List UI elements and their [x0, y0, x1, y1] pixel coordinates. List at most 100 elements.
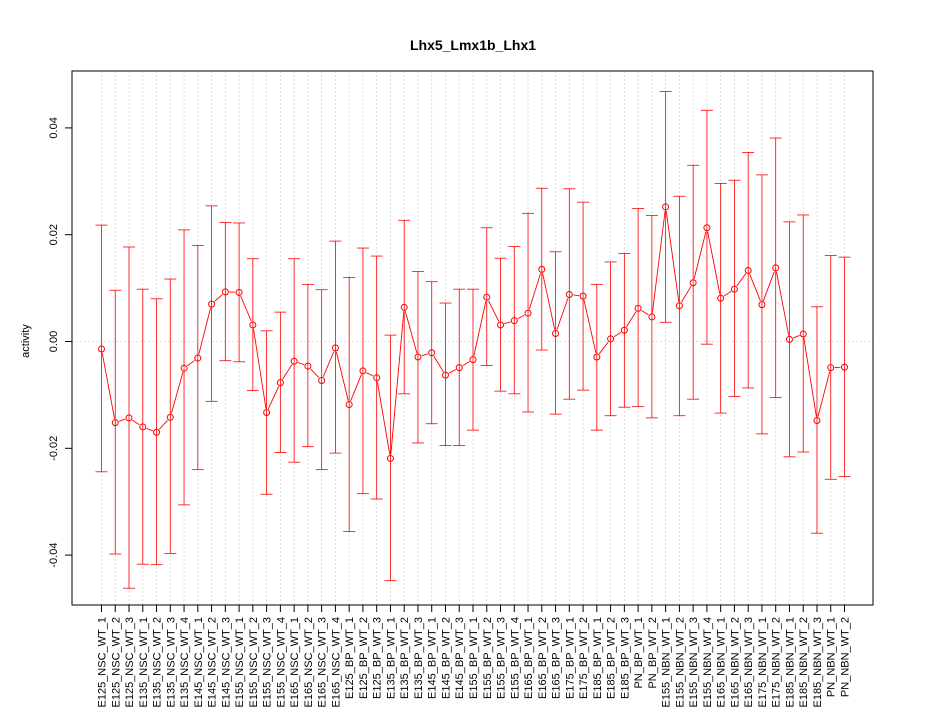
series-segment — [613, 332, 622, 338]
data-point — [249, 321, 257, 329]
data-point — [304, 362, 312, 370]
series-segment — [146, 427, 153, 432]
y-axis-label: activity — [20, 324, 32, 358]
series-segment — [793, 335, 800, 339]
x-tick-label: E135_NSC_WT_4 — [179, 617, 191, 708]
y-tick-label: -0.04 — [48, 543, 60, 568]
error-bar — [191, 244, 204, 471]
series-segment — [641, 310, 649, 316]
series-segment — [707, 231, 721, 295]
data-point — [235, 288, 243, 296]
x-tick-label: E185_NBN_WT_2 — [798, 617, 810, 708]
series-segment — [132, 419, 140, 426]
data-point — [125, 414, 133, 422]
series-segment — [473, 300, 487, 356]
x-tick-label: E165_NBN_WT_2 — [729, 617, 741, 708]
error-bar — [178, 229, 191, 506]
x-tick-label: E185_NBN_WT_1 — [784, 617, 796, 708]
series-segment — [528, 273, 542, 310]
x-tick-label: E125_BP_WT_1 — [344, 617, 356, 699]
x-tick-label: E135_BP_WT_1 — [385, 617, 397, 699]
data-point — [373, 374, 381, 382]
series-segment — [598, 341, 609, 355]
x-tick-label: E125_NSC_WT_3 — [124, 617, 136, 708]
series-segment — [556, 298, 569, 330]
data-point — [180, 364, 188, 372]
error-bar — [590, 283, 603, 431]
data-point — [414, 353, 422, 361]
error-bar — [810, 306, 823, 534]
error-bar — [659, 91, 672, 323]
series-segment — [517, 314, 525, 320]
x-tick-label: E145_NSC_WT_3 — [220, 617, 232, 708]
data-point — [538, 265, 546, 273]
data-point — [662, 203, 670, 211]
error-bar — [370, 255, 383, 500]
error-bar — [783, 221, 796, 458]
x-tick-label: E155_NSC_WT_4 — [275, 617, 287, 708]
series-segment — [282, 364, 293, 380]
series-segment — [376, 381, 391, 455]
plot-frame — [71, 70, 874, 606]
data-point — [552, 329, 560, 337]
error-bar — [673, 195, 686, 417]
x-tick-label: E185_NBN_WT_3 — [812, 617, 824, 708]
series-segment — [214, 294, 223, 302]
series-segment — [433, 355, 444, 372]
x-axis: E125_NSC_WT_1 E125_NSC_WT_2 E125_NSC_WT_3 E… — [97, 604, 852, 708]
x-tick-label: E175_BP_WT_1 — [564, 617, 576, 699]
y-tick-label: 0.04 — [48, 117, 60, 138]
x-tick-label: E155_BP_WT_1 — [468, 617, 480, 699]
series-segment — [681, 285, 692, 303]
error-bar — [728, 179, 741, 397]
error-bar — [645, 215, 658, 419]
error-bar — [480, 227, 493, 366]
series-segment — [170, 371, 184, 414]
series-segment — [390, 311, 405, 455]
data-point — [648, 313, 656, 321]
series-segment — [297, 362, 305, 366]
error-bar — [398, 219, 411, 395]
x-tick-label: E165_NSC_WT_2 — [303, 617, 315, 708]
x-tick-label: E125_BP_WT_3 — [372, 617, 384, 699]
x-tick-label: E155_NSC_WT_2 — [248, 617, 260, 708]
error-bar — [439, 302, 452, 447]
x-tick-label: E135_NSC_WT_2 — [152, 617, 164, 708]
series-segment — [776, 271, 790, 336]
series-segment — [749, 274, 761, 302]
series-segment — [762, 271, 775, 302]
error-bar — [549, 251, 562, 415]
x-tick-label: E155_BP_WT_3 — [496, 617, 508, 699]
data-point — [565, 291, 573, 299]
x-tick-label: E145_BP_WT_1 — [427, 617, 439, 699]
error-bar — [411, 271, 424, 444]
x-tick-label: E135_NSC_WT_3 — [165, 617, 177, 708]
error-bar — [260, 330, 273, 495]
error-bar — [219, 222, 232, 362]
data-point — [276, 379, 284, 387]
series-segment — [253, 328, 267, 409]
x-tick-label: E135_NSC_WT_1 — [138, 617, 150, 708]
data-point — [813, 417, 821, 425]
error-bar — [755, 174, 768, 435]
x-tick-label: E155_NBN_WT_1 — [661, 617, 673, 708]
data-point — [469, 356, 477, 364]
error-bar — [797, 214, 810, 453]
data-point — [785, 335, 793, 343]
x-tick-label: E175_BP_WT_2 — [578, 617, 590, 699]
data-point — [620, 326, 628, 334]
error-bar — [632, 208, 645, 408]
error-bar — [164, 278, 177, 554]
error-bar — [274, 311, 287, 453]
x-tick-label: E155_BP_WT_2 — [482, 617, 494, 699]
error-bar — [769, 137, 782, 398]
error-bar — [618, 252, 631, 408]
data-point — [483, 293, 491, 301]
x-tick-label: E145_NSC_WT_2 — [207, 617, 219, 708]
x-tick-label: E125_BP_WT_2 — [358, 617, 370, 699]
series-segment — [803, 337, 817, 417]
data-point — [510, 317, 518, 325]
data-point — [579, 292, 587, 300]
data-point — [98, 345, 105, 353]
series-segment — [158, 419, 168, 430]
